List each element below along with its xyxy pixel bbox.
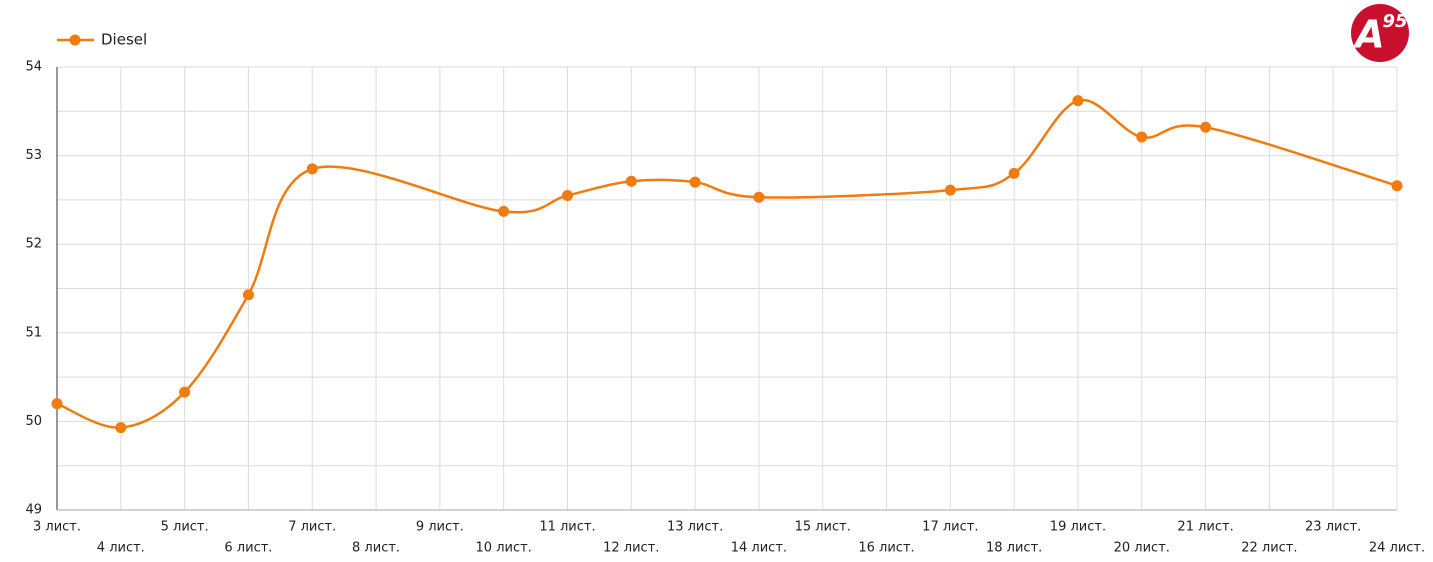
x-tick-label: 19 лист.	[1050, 520, 1106, 535]
data-point	[944, 184, 956, 196]
x-tick-label: 18 лист.	[986, 541, 1042, 556]
legend-swatch-dot	[69, 34, 81, 46]
x-tick-label: 22 лист.	[1241, 541, 1297, 556]
data-point	[689, 176, 701, 188]
x-tick-label: 9 лист.	[416, 520, 464, 535]
y-tick-label: 54	[25, 60, 42, 75]
y-tick-label: 50	[25, 414, 42, 429]
data-point	[179, 386, 191, 398]
x-tick-label: 5 лист.	[161, 520, 209, 535]
x-tick-label: 11 лист.	[539, 520, 595, 535]
x-tick-label: 6 лист.	[224, 541, 272, 556]
data-point	[753, 191, 765, 203]
x-tick-label: 13 лист.	[667, 520, 723, 535]
x-tick-label: 21 лист.	[1177, 520, 1233, 535]
x-tick-label: 4 лист.	[97, 541, 145, 556]
x-tick-label: 16 лист.	[858, 541, 914, 556]
y-tick-label: 51	[25, 325, 42, 340]
data-point	[1008, 167, 1020, 179]
data-point	[1136, 131, 1148, 143]
x-tick-label: 20 лист.	[1114, 541, 1170, 556]
data-point	[1200, 121, 1212, 133]
x-tick-label: 10 лист.	[476, 541, 532, 556]
x-tick-label: 15 лист.	[795, 520, 851, 535]
logo-letter: A	[1352, 13, 1384, 57]
y-tick-label: 52	[25, 237, 42, 252]
y-tick-label: 53	[25, 148, 42, 163]
x-tick-label: 14 лист.	[731, 541, 787, 556]
data-point	[51, 398, 63, 410]
x-tick-label: 3 лист.	[33, 520, 81, 535]
x-tick-label: 8 лист.	[352, 541, 400, 556]
x-tick-label: 17 лист.	[922, 520, 978, 535]
data-point	[561, 189, 573, 201]
data-point	[242, 289, 254, 301]
x-tick-label: 7 лист.	[288, 520, 336, 535]
x-tick-label: 23 лист.	[1305, 520, 1361, 535]
logo-number: 95	[1382, 11, 1407, 32]
logo: A 95	[1351, 4, 1409, 62]
y-tick-label: 49	[25, 503, 42, 518]
data-point	[625, 175, 637, 187]
data-point	[1072, 95, 1084, 107]
logo-badge	[1351, 4, 1409, 62]
data-point	[306, 163, 318, 175]
legend-label: Diesel	[101, 31, 147, 49]
series-line	[56, 98, 1398, 429]
x-tick-label: 12 лист.	[603, 541, 659, 556]
data-point	[1391, 180, 1403, 192]
data-point	[498, 205, 510, 217]
data-point	[115, 422, 127, 434]
x-tick-label: 24 лист.	[1369, 541, 1425, 556]
